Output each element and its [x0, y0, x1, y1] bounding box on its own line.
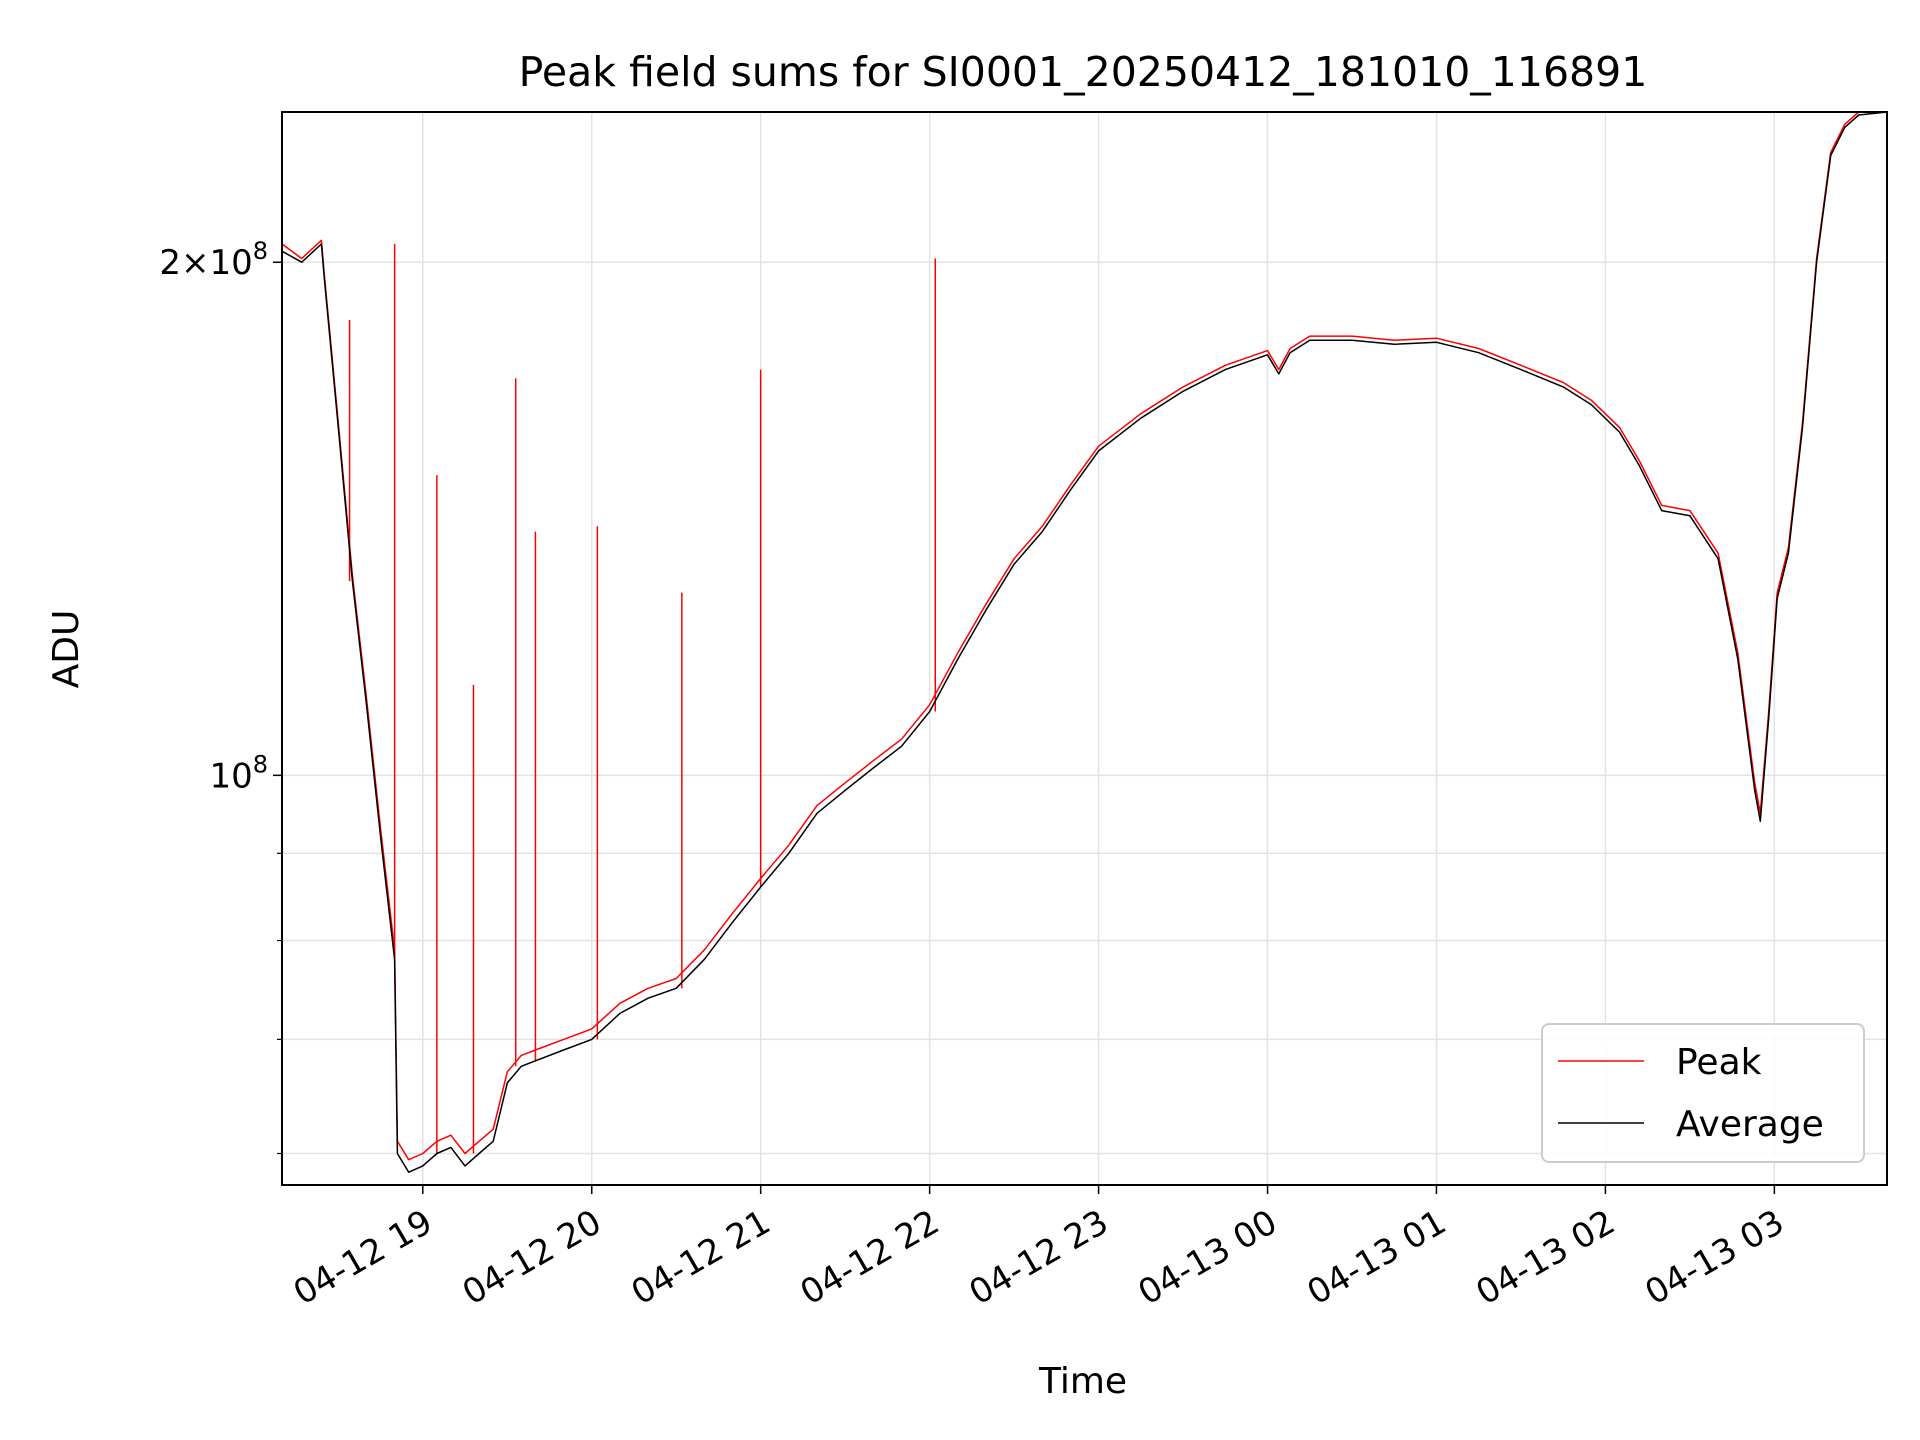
series-layer: [281, 111, 1888, 1173]
y-tick-exponent: 8: [253, 237, 268, 265]
legend-box: [1541, 1023, 1865, 1163]
x-axis-label: Time: [1038, 1361, 1127, 1402]
series-line-average: [281, 111, 1888, 1173]
series-line-peak: [281, 111, 1887, 1161]
y-tick-label: 2×108: [159, 237, 268, 283]
plot-frame: [281, 111, 1888, 1186]
legend-label-average: Average: [1676, 1104, 1824, 1145]
y-axis-label: ADU: [46, 610, 87, 689]
legend-label-peak: Peak: [1676, 1042, 1762, 1083]
chart-title: Peak field sums for SI0001_20250412_1810…: [519, 48, 1648, 96]
legend: Peak Average: [1541, 1023, 1865, 1163]
y-tick-exponent: 8: [253, 750, 268, 778]
